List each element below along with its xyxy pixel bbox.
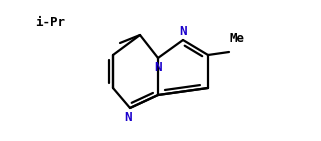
Text: N: N [179, 25, 187, 38]
Text: i-Pr: i-Pr [35, 16, 65, 28]
Text: Me: Me [230, 31, 245, 45]
Text: N: N [124, 111, 132, 124]
Text: N: N [154, 61, 162, 74]
